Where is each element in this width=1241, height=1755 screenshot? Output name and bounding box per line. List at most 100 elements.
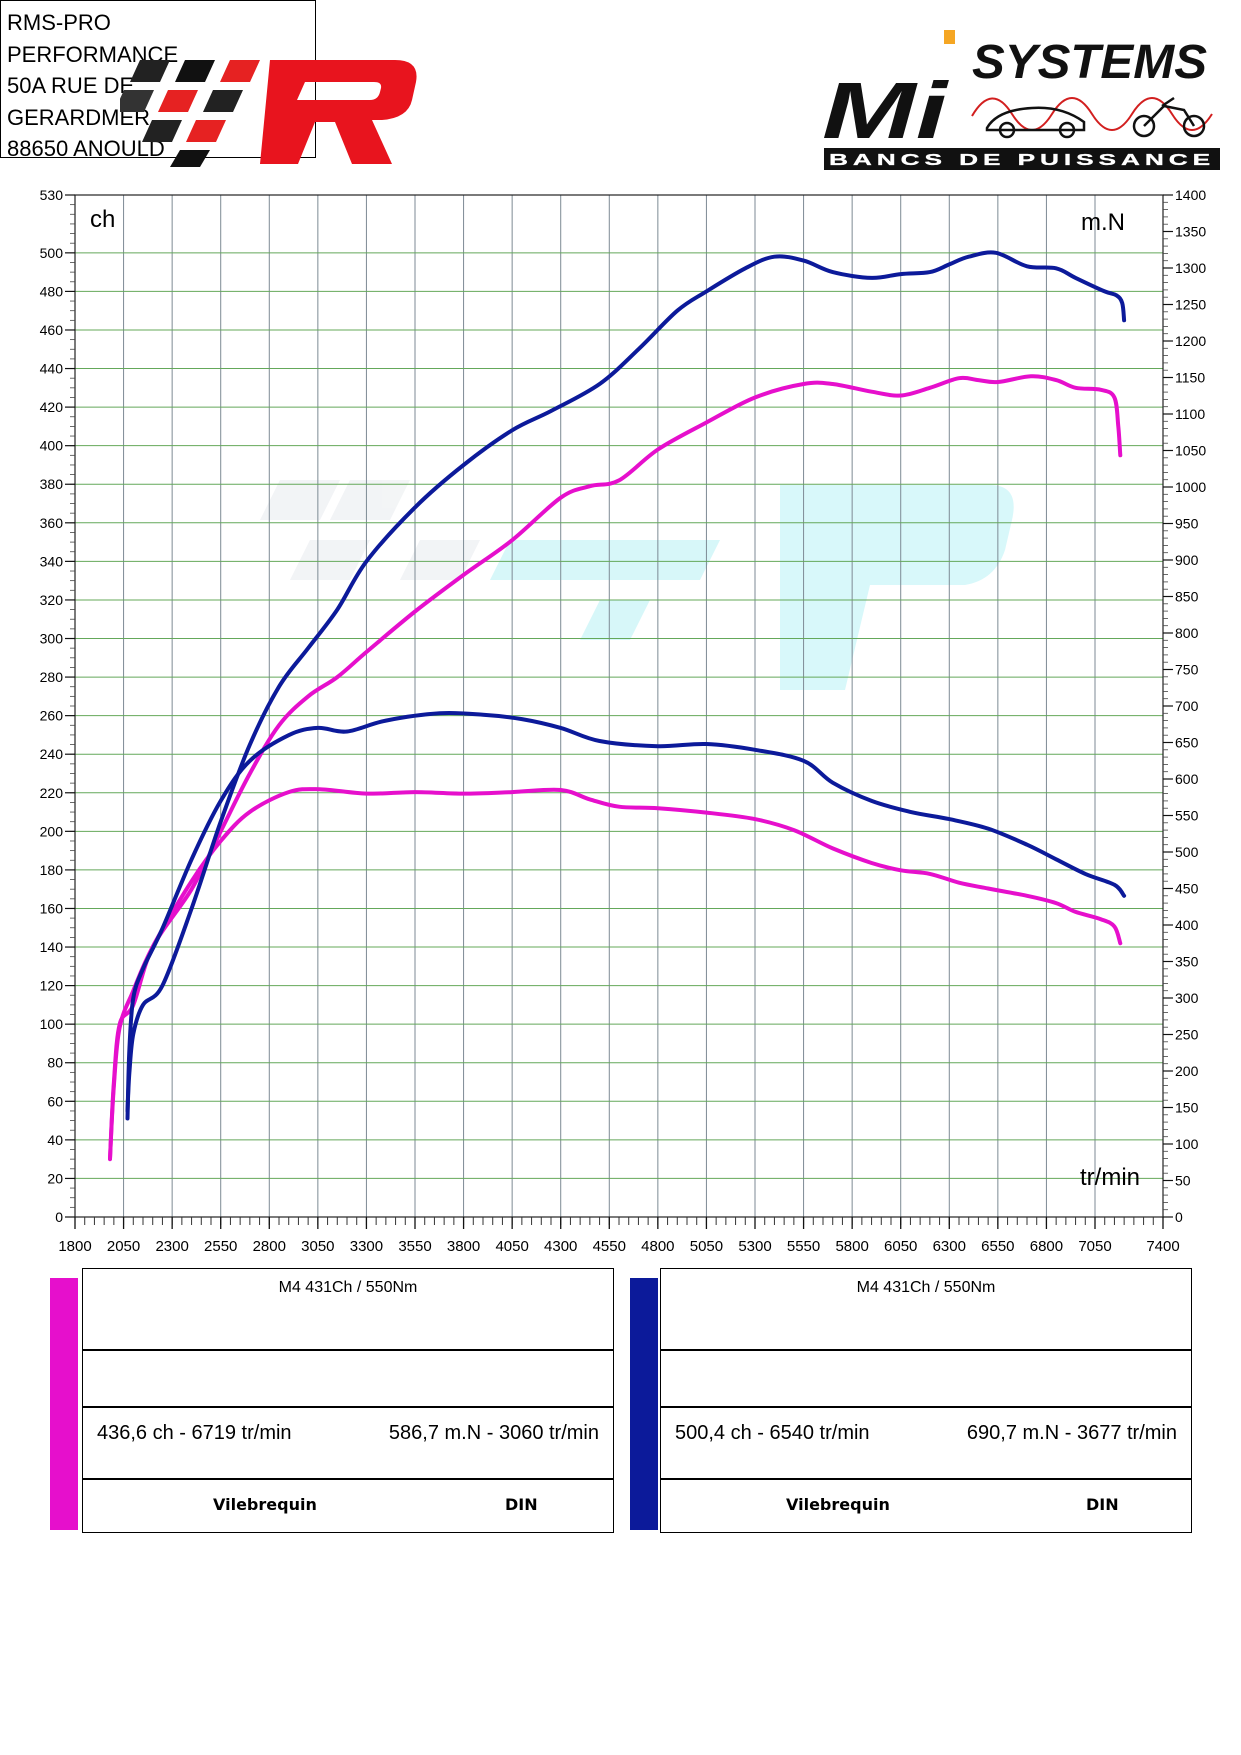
- x-tick-label: 1800: [58, 1238, 91, 1255]
- x-tick-label: 5300: [738, 1238, 771, 1255]
- x-tick-label: 4800: [641, 1238, 674, 1255]
- y-left-tick-label: 280: [40, 669, 64, 685]
- y-left-tick-label: 300: [40, 631, 64, 647]
- x-tick-label: 6300: [933, 1238, 966, 1255]
- y-left-tick-label: 200: [40, 823, 64, 839]
- x-tick-label: 2300: [155, 1238, 188, 1255]
- y-left-tick-label: 460: [40, 322, 64, 338]
- y-right-tick-label: 600: [1175, 771, 1199, 787]
- x-tick-label: 3550: [398, 1238, 431, 1255]
- y-left-tick-label: 500: [40, 245, 64, 261]
- max-power: 500,4 ch - 6540 tr/min: [675, 1422, 870, 1444]
- y-right-tick-label: 800: [1175, 625, 1199, 641]
- y-left-tick-label: 20: [47, 1170, 63, 1186]
- x-tick-label: 5550: [787, 1238, 820, 1255]
- x-tick-label: 4300: [544, 1238, 577, 1255]
- y-right-axis-ticks: 0 50 100 150 200 250 300 350 400 450 500 550 600 650 7…: [1163, 187, 1206, 1225]
- y-left-tick-label: 240: [40, 746, 64, 762]
- y-left-tick-label: 480: [40, 283, 64, 299]
- y-left-tick-label: 80: [47, 1055, 63, 1071]
- x-tick-label: 3050: [301, 1238, 334, 1255]
- y-left-label: ch: [90, 206, 115, 233]
- y-right-tick-label: 1150: [1175, 370, 1205, 386]
- y-right-tick-label: 700: [1175, 698, 1199, 714]
- y-right-tick-label: 750: [1175, 662, 1199, 678]
- car-icon: [985, 106, 1086, 139]
- x-tick-label: 5050: [690, 1238, 723, 1255]
- x-tick-label: 3800: [447, 1238, 480, 1255]
- x-tick-label: 2550: [204, 1238, 237, 1255]
- address-line: 88650 ANOULD: [7, 136, 165, 161]
- y-right-tick-label: 350: [1175, 954, 1199, 970]
- y-left-tick-label: 60: [47, 1093, 63, 1109]
- x-tick-label: 4050: [495, 1238, 528, 1255]
- blue-torque-curve: [125, 710, 1127, 1121]
- y-right-tick-label: 0: [1175, 1209, 1183, 1225]
- y-left-tick-label: 120: [40, 978, 64, 994]
- logo-letters: Mi: [822, 66, 949, 155]
- x-tick-label: 2800: [253, 1238, 286, 1255]
- logo-banner: [824, 148, 1220, 170]
- y-left-axis-ticks: 0 20 40 60 80 100 120 140 160 180 200 220 240 260 280 3…: [40, 187, 75, 1225]
- y-right-tick-label: 900: [1175, 552, 1199, 568]
- x-tick-label: 4550: [593, 1238, 626, 1255]
- y-left-tick-label: 440: [40, 361, 64, 377]
- y-right-tick-label: 400: [1175, 917, 1199, 933]
- dyno-chart: 1800 2050 2300 2550 2800 3050 3300 3550 3800 4050…: [40, 187, 1207, 1255]
- x-tick-label: 6050: [884, 1238, 917, 1255]
- series-color-swatch: [50, 1278, 78, 1530]
- y-right-tick-label: 1350: [1175, 224, 1206, 240]
- chart-axes: [74, 194, 1164, 1218]
- motorbike-icon: [1132, 96, 1206, 138]
- x-axis-ticks: 1800 2050 2300 2550 2800 3050 3300 3550 3800 4050…: [58, 1217, 1180, 1255]
- max-torque: 690,7 m.N - 3677 tr/min: [966, 1422, 1177, 1444]
- y-left-tick-label: 340: [40, 553, 64, 569]
- wave-icon: [971, 97, 1213, 131]
- table-row: [661, 1349, 1191, 1408]
- y-right-tick-label: 950: [1175, 516, 1199, 532]
- label-din: DIN: [505, 1495, 538, 1514]
- y-right-tick-label: 1200: [1175, 333, 1206, 349]
- chart-grid: [75, 195, 1163, 1217]
- logo-systems: SYSTEMS: [972, 36, 1207, 89]
- x-tick-label: 5800: [835, 1238, 868, 1255]
- checkered-stripes-icon: [120, 60, 260, 167]
- y-right-tick-label: 100: [1175, 1136, 1199, 1152]
- run-title: M4 431Ch / 550Nm: [856, 1279, 996, 1296]
- max-power: 436,6 ch - 6719 tr/min: [97, 1422, 292, 1444]
- x-tick-label: 7400: [1146, 1238, 1179, 1255]
- y-left-tick-label: 320: [40, 592, 64, 608]
- x-tick-label: 6800: [1030, 1238, 1063, 1255]
- table-row: M4 431Ch / 550Nm: [661, 1269, 1191, 1351]
- y-left-tick-label: 100: [40, 1016, 64, 1032]
- x-tick-label: 3300: [350, 1238, 383, 1255]
- y-right-tick-label: 300: [1175, 990, 1199, 1006]
- run-info-table: M4 431Ch / 550Nm 500,4 ch - 6540 tr/min …: [660, 1268, 1192, 1533]
- y-left-tick-label: 160: [40, 900, 64, 916]
- table-row: 500,4 ch - 6540 tr/min 690,7 m.N - 3677 …: [661, 1406, 1191, 1480]
- y-left-tick-label: 40: [47, 1132, 63, 1148]
- chart-series: [108, 250, 1127, 1162]
- y-right-tick-label: 150: [1175, 1100, 1199, 1116]
- y-right-tick-label: 1050: [1175, 443, 1206, 459]
- y-right-tick-label: 1300: [1175, 260, 1206, 276]
- y-left-tick-label: 400: [40, 438, 64, 454]
- x-axis-label: tr/min: [1080, 1164, 1140, 1191]
- y-left-tick-label: 420: [40, 399, 64, 415]
- plot-frame: [74, 194, 1164, 1218]
- table-row: M4 431Ch / 550Nm: [83, 1269, 613, 1351]
- y-left-tick-label: 180: [40, 862, 64, 878]
- table-row: Vilebrequin DIN: [83, 1478, 613, 1532]
- y-left-tick-label: 260: [40, 708, 64, 724]
- blue-power-curve: [125, 250, 1127, 1113]
- y-right-tick-label: 850: [1175, 589, 1199, 605]
- letter-r-icon: [260, 60, 417, 164]
- y-right-tick-label: 550: [1175, 808, 1199, 824]
- y-right-tick-label: 250: [1175, 1027, 1199, 1043]
- y-right-tick-label: 650: [1175, 735, 1199, 751]
- label-vilebrequin: Vilebrequin: [786, 1495, 890, 1514]
- rms-logo: [120, 60, 417, 167]
- y-right-tick-label: 450: [1175, 881, 1199, 897]
- y-left-tick-label: 530: [40, 187, 64, 203]
- logo-dot-icon: [944, 30, 955, 44]
